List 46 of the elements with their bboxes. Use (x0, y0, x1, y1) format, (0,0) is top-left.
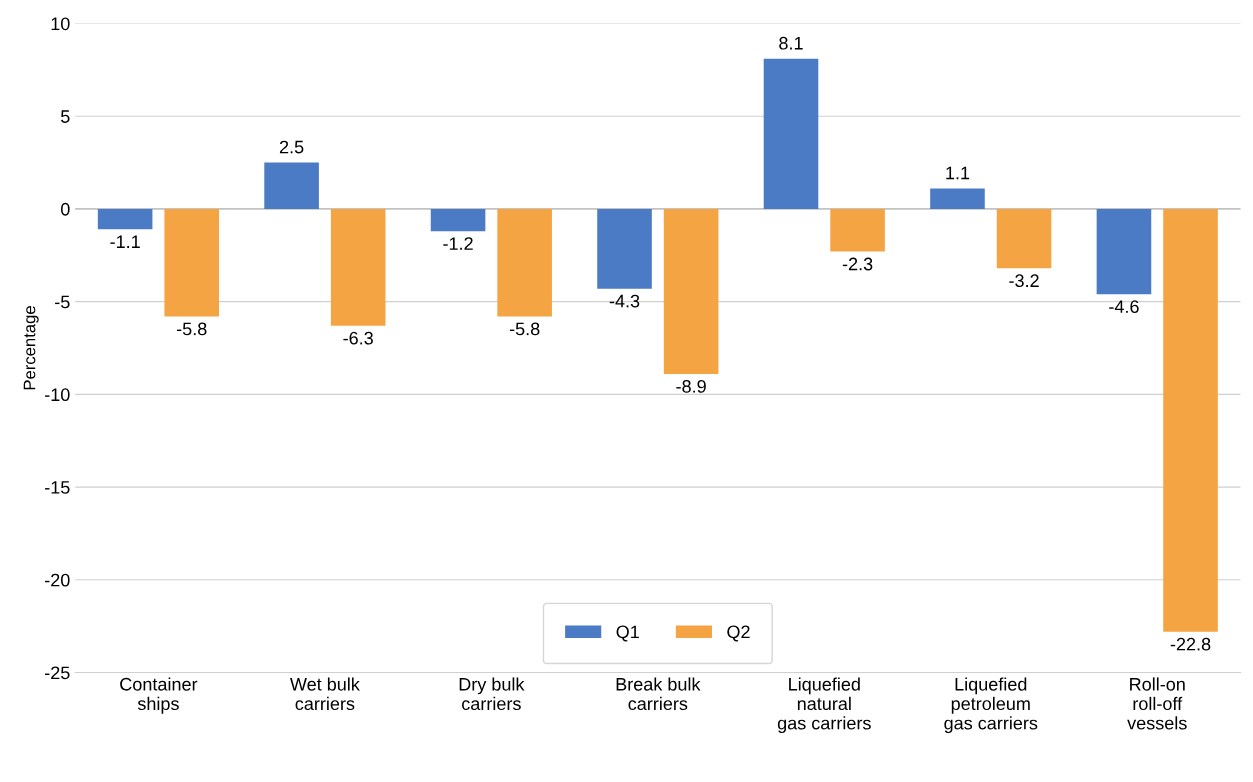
x-tick-label: Liquefied petroleum gas carriers (944, 677, 1038, 734)
y-tick-label: -15 (45, 481, 70, 494)
x-tick-label: Dry bulk carriers (459, 677, 525, 711)
data-label: -2.3 (842, 257, 873, 271)
data-label: -5.8 (176, 322, 207, 336)
data-label: -22.8 (1170, 637, 1211, 651)
bar (930, 188, 985, 209)
data-label: 8.1 (779, 36, 803, 50)
data-label: -1.1 (110, 235, 140, 248)
x-tick-label: Roll-on roll-off vessels (1127, 677, 1187, 730)
data-label: -6.3 (343, 331, 373, 345)
bar (264, 162, 319, 209)
data-label: -3.2 (1009, 274, 1039, 288)
bar (497, 208, 552, 317)
bar (597, 208, 652, 289)
bar (1096, 208, 1152, 295)
x-tick-label: Break bulk carriers (616, 677, 701, 711)
x-tick-label: Liquefied natural gas carriers (777, 677, 871, 734)
y-tick-label: 10 (51, 17, 70, 31)
data-label: -4.6 (1109, 300, 1139, 314)
y-tick-label: 5 (61, 110, 70, 123)
y-tick-label: -5 (55, 295, 70, 309)
bar (996, 208, 1052, 269)
bar (164, 208, 220, 317)
y-tick-label: -20 (45, 573, 70, 587)
bar (763, 58, 819, 209)
y-tick-label: -25 (45, 666, 70, 680)
bar (330, 208, 386, 326)
y-tick-label: 0 (60, 202, 70, 216)
y-axis-title: Percentage (23, 306, 39, 390)
data-label: -4.3 (609, 294, 640, 308)
legend-label: Q2 (727, 625, 750, 642)
legend-label: Q1 (616, 625, 639, 642)
bar (663, 208, 719, 374)
bar (1163, 208, 1218, 632)
bar (97, 208, 153, 230)
bar (430, 208, 486, 232)
x-tick-label: Container ships (120, 677, 198, 714)
data-label: -8.9 (676, 379, 706, 393)
data-label: -5.8 (509, 322, 540, 336)
data-label: 1.1 (946, 166, 970, 180)
y-tick-label: -10 (45, 388, 70, 402)
bar (830, 208, 885, 252)
data-label: 2.5 (279, 140, 304, 154)
data-label: -1.2 (443, 237, 473, 250)
x-tick-label: Wet bulk carriers (290, 677, 360, 711)
